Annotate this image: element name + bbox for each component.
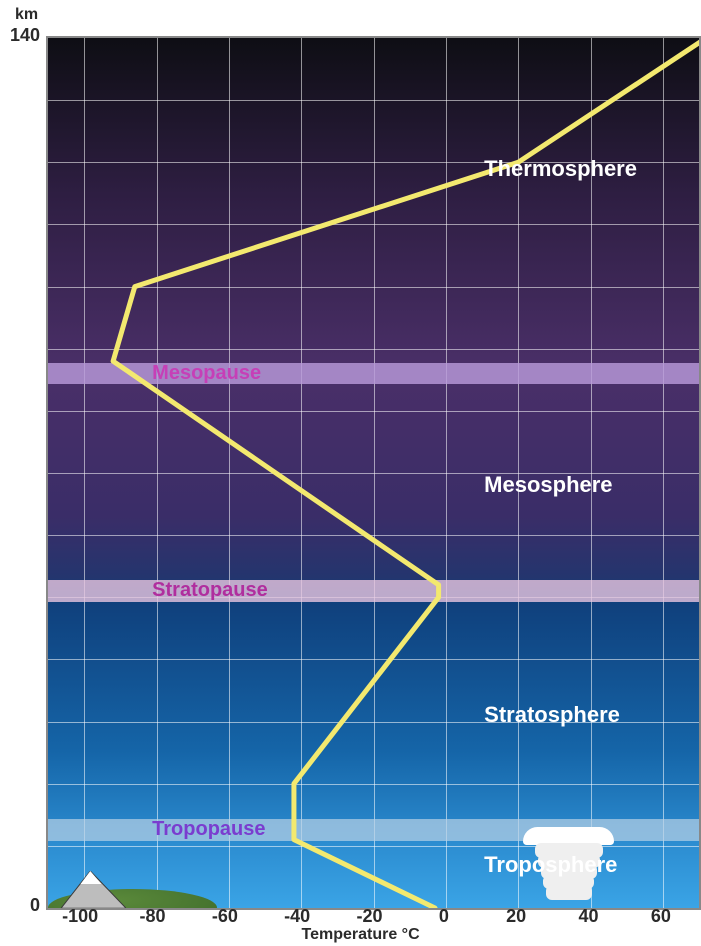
gridline-vertical xyxy=(374,38,375,908)
y-tick-label: 90 xyxy=(20,336,40,357)
gridline-vertical xyxy=(301,38,302,908)
y-tick-label: 110 xyxy=(11,211,40,232)
atmosphere-chart: km Mesopause Stratopause Tropopause Thermos… xyxy=(0,0,701,946)
gridline-vertical xyxy=(229,38,230,908)
x-axis-unit: Temperature °C xyxy=(302,926,420,944)
x-tick-label: -40 xyxy=(284,906,310,927)
layer-label: Stratosphere xyxy=(484,702,620,728)
layer-label: Thermosphere xyxy=(484,156,637,182)
y-tick-label: 120 xyxy=(10,149,40,170)
x-tick-label: 60 xyxy=(651,906,671,927)
y-tick-label: 20 xyxy=(20,771,40,792)
y-tick-label: 100 xyxy=(10,274,40,295)
y-axis-unit: km xyxy=(15,6,38,24)
pause-band xyxy=(48,363,699,385)
gridline-vertical xyxy=(157,38,158,908)
gridline-vertical xyxy=(84,38,85,908)
pause-label: Tropopause xyxy=(152,818,265,841)
pause-band xyxy=(48,819,699,841)
y-tick-label: 40 xyxy=(20,646,40,667)
pause-label: Stratopause xyxy=(152,579,268,602)
x-tick-label: -20 xyxy=(357,906,383,927)
y-tick-label: 30 xyxy=(20,709,40,730)
plot-area: Mesopause Stratopause Tropopause Thermosphe… xyxy=(46,36,701,910)
y-tick-label: 70 xyxy=(20,460,40,481)
pause-label: Mesopause xyxy=(152,362,261,385)
y-tick-label: 140 xyxy=(10,25,40,46)
layer-label: Mesosphere xyxy=(484,472,612,498)
layer-label: Troposphere xyxy=(484,852,617,878)
x-tick-label: -80 xyxy=(140,906,166,927)
x-tick-label: 0 xyxy=(439,906,449,927)
y-tick-label: 0 xyxy=(30,895,40,916)
gridline-vertical xyxy=(446,38,447,908)
y-tick-label: 130 xyxy=(10,87,40,108)
x-tick-label: 20 xyxy=(506,906,526,927)
y-tick-label: 50 xyxy=(20,584,40,605)
y-tick-label: 80 xyxy=(20,398,40,419)
pause-band xyxy=(48,580,699,602)
y-tick-label: 60 xyxy=(20,522,40,543)
y-tick-label: 10 xyxy=(20,833,40,854)
gridline-vertical xyxy=(663,38,664,908)
x-tick-label: -100 xyxy=(62,906,98,927)
x-tick-label: 40 xyxy=(579,906,599,927)
x-tick-label: -60 xyxy=(212,906,238,927)
